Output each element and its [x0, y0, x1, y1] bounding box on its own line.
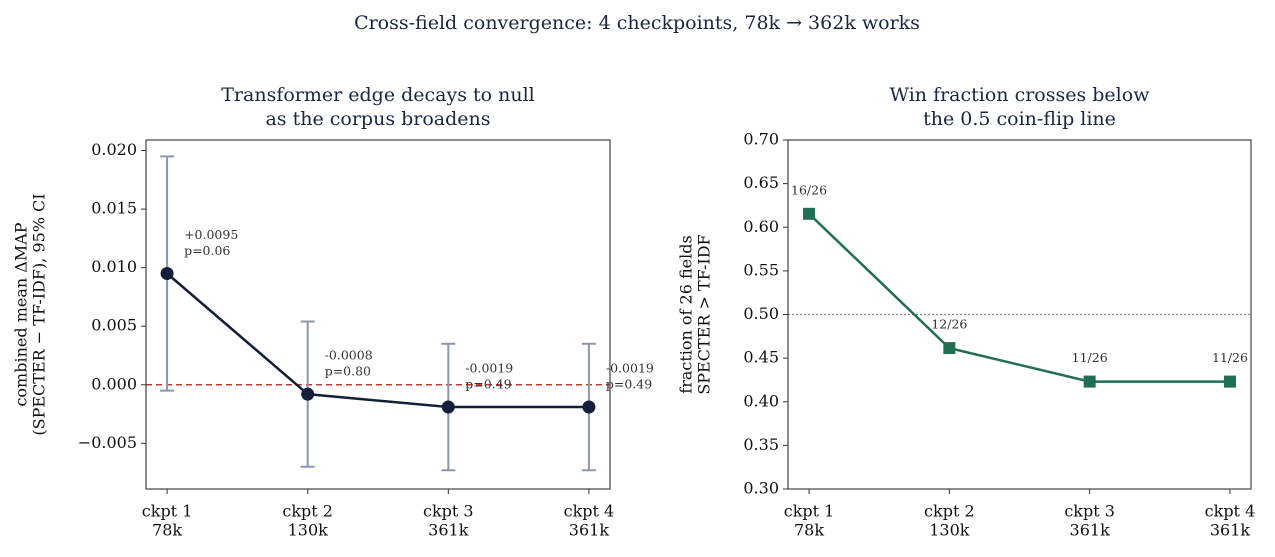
marker	[582, 400, 596, 414]
x-tick-label: 78k	[152, 521, 182, 540]
y-axis-label: fraction of 26 fields	[677, 235, 696, 393]
value-label: 12/26	[931, 317, 967, 332]
x-tick-label: ckpt 1	[784, 502, 835, 521]
x-tick-label: 361k	[428, 521, 469, 540]
x-tick-label: ckpt 2	[282, 502, 333, 521]
x-tick-label: 78k	[794, 521, 824, 540]
chart-title: Win fraction crosses below	[890, 84, 1151, 106]
marker	[1083, 375, 1096, 388]
y-axis-label: (SPECTER − TF-IDF), 95% CI	[30, 193, 49, 435]
marker	[943, 342, 956, 355]
value-label: -0.0019	[465, 361, 513, 376]
x-tick-label: 361k	[1210, 521, 1251, 540]
marker	[160, 267, 174, 281]
value-label: 11/26	[1212, 350, 1248, 365]
value-label: -0.0008	[325, 348, 373, 363]
x-tick-label: ckpt 3	[423, 502, 474, 521]
y-tick-label: 0.40	[743, 391, 779, 410]
marker	[803, 207, 816, 220]
series-line	[166, 272, 589, 409]
marker	[301, 387, 315, 401]
chart-title: as the corpus broadens	[265, 108, 490, 130]
y-tick-label: 0.010	[91, 257, 137, 276]
x-tick-label: ckpt 4	[564, 502, 615, 521]
x-tick-label: ckpt 4	[1205, 502, 1256, 521]
value-label: 16/26	[791, 182, 827, 197]
figure-title: Cross-field convergence: 4 checkpoints, …	[354, 12, 920, 34]
chart-title: Transformer edge decays to null	[221, 84, 535, 106]
chart-title: the 0.5 coin-flip line	[923, 108, 1116, 130]
y-tick-label: 0.50	[743, 304, 779, 323]
y-tick-label: 0.005	[91, 316, 137, 335]
marker	[1223, 375, 1236, 388]
y-tick-label: 0.020	[91, 140, 137, 159]
y-tick-label: 0.65	[743, 173, 779, 192]
value-label: 11/26	[1072, 350, 1108, 365]
annotation: p=0.06	[184, 243, 230, 258]
y-tick-label: −0.005	[78, 433, 137, 452]
y-axis-label: combined mean ΔMAP	[12, 222, 31, 406]
x-tick-label: ckpt 2	[924, 502, 975, 521]
x-tick-label: ckpt 1	[142, 502, 193, 521]
y-tick-label: 0.000	[91, 374, 137, 393]
annotation: p=0.80	[325, 364, 371, 379]
annotation: p=0.49	[465, 377, 511, 392]
y-axis-label: SPECTER > TF-IDF	[695, 234, 714, 394]
plot-frame	[145, 139, 611, 490]
y-tick-label: 0.45	[743, 348, 779, 367]
series-line	[808, 212, 1230, 383]
y-tick-label: 0.015	[91, 199, 137, 218]
marker	[441, 400, 455, 414]
value-label: +0.0095	[184, 227, 238, 242]
y-tick-label: 0.30	[743, 479, 779, 498]
y-tick-label: 0.60	[743, 217, 779, 236]
x-tick-label: 361k	[1070, 521, 1111, 540]
y-tick-label: 0.55	[743, 260, 779, 279]
x-tick-label: 130k	[288, 521, 329, 540]
annotation: p=0.49	[606, 377, 652, 392]
x-tick-label: ckpt 3	[1064, 502, 1115, 521]
y-tick-label: 0.70	[743, 130, 779, 149]
y-tick-label: 0.35	[743, 435, 779, 454]
x-tick-label: 361k	[569, 521, 610, 540]
value-label: -0.0019	[606, 361, 654, 376]
plot-frame	[787, 139, 1252, 490]
x-tick-label: 130k	[929, 521, 970, 540]
